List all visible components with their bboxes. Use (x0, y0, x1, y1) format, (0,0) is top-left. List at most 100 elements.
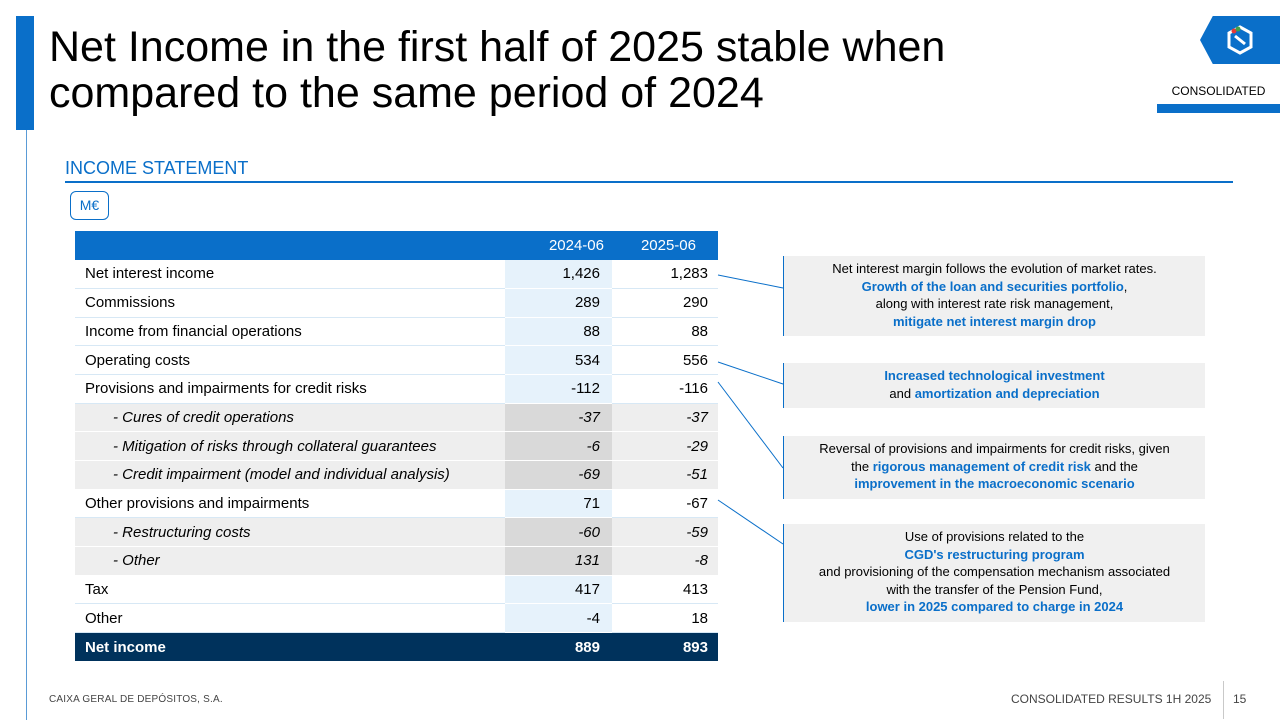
table-row: Operating costs 534 556 (75, 345, 718, 375)
note-highlight: improvement in the macroeconomic scenari… (854, 476, 1135, 491)
value-2025: 290 (612, 288, 718, 318)
value-2024: 1,426 (505, 259, 612, 289)
note-operating-costs: Increased technological investment and a… (783, 363, 1205, 408)
header-2024: 2024-06 (505, 231, 612, 260)
footer-company: CAIXA GERAL DE DEPÓSITOS, S.A. (49, 694, 223, 705)
note-text: with the transfer of the Pension Fund, (886, 581, 1103, 597)
note-credit-provisions: Reversal of provisions and impairments f… (783, 436, 1205, 499)
consolidated-tag: CONSOLIDATED (1171, 84, 1266, 98)
value-2025: 88 (612, 317, 718, 347)
value-2024: 131 (505, 546, 612, 576)
value-2024: 289 (505, 288, 612, 318)
note-highlight: rigorous management of credit risk (872, 458, 1091, 474)
value-2024: -69 (505, 460, 612, 490)
note-highlight: lower in 2025 compared to charge in 2024 (865, 599, 1124, 614)
value-2025: -116 (612, 374, 718, 404)
footer-report: CONSOLIDATED RESULTS 1H 2025 (1011, 692, 1212, 706)
row-label: Operating costs (75, 345, 505, 375)
company-logo (1200, 16, 1280, 64)
row-label: Net income (75, 632, 505, 662)
note-text: and the (1090, 458, 1138, 474)
value-2024: 71 (505, 489, 612, 519)
note-text: and (889, 385, 915, 401)
value-2025: 1,283 (612, 259, 718, 289)
table-row: Net interest income 1,426 1,283 (75, 259, 718, 289)
row-label: - Credit impairment (model and individua… (75, 460, 505, 490)
footer-separator (1223, 681, 1224, 719)
note-text: the (851, 458, 873, 474)
row-label: - Restructuring costs (75, 517, 505, 548)
value-2024: 88 (505, 317, 612, 347)
note-highlight: mitigate net interest margin drop (893, 313, 1096, 329)
value-2024: -37 (505, 403, 612, 433)
row-label: - Other (75, 546, 505, 576)
table-header-row: 2024-06 2025-06 (75, 231, 718, 260)
value-2025: -51 (612, 460, 718, 490)
table-row: Other provisions and impairments 71 -67 (75, 489, 718, 519)
table-row: Provisions and impairments for credit ri… (75, 374, 718, 404)
row-label: Net interest income (75, 259, 505, 289)
value-2025: -37 (612, 403, 718, 433)
connector-line (717, 499, 784, 545)
connector-line (717, 361, 784, 385)
table-subrow: - Cures of credit operations -37 -37 (75, 403, 718, 433)
connector-line (717, 381, 784, 469)
left-rule (26, 130, 27, 720)
note-text: Use of provisions related to the (904, 529, 1085, 544)
section-rule (65, 181, 1233, 183)
note-highlight: Growth of the loan and securities portfo… (861, 278, 1124, 294)
value-2024: -112 (505, 374, 612, 404)
row-label: - Cures of credit operations (75, 403, 505, 433)
value-2025: -29 (612, 431, 718, 461)
note-highlight: CGD's restructuring program (904, 546, 1085, 562)
note-text: Reversal of provisions and impairments f… (819, 441, 1170, 456)
row-label: Other provisions and impairments (75, 489, 505, 519)
logo-icon (1227, 25, 1253, 55)
page-title: Net Income in the first half of 2025 sta… (49, 23, 946, 117)
section-label: INCOME STATEMENT (65, 158, 249, 178)
title-accent-bar (16, 16, 34, 130)
value-2025: 556 (612, 345, 718, 375)
connector-line (717, 274, 784, 289)
value-2025: 18 (612, 603, 718, 634)
row-label: Tax (75, 575, 505, 605)
row-label: Other (75, 603, 505, 634)
value-2025: -59 (612, 517, 718, 548)
value-2024: 417 (505, 575, 612, 605)
note-text: Net interest margin follows the evolutio… (832, 261, 1157, 276)
unit-badge: M€ (70, 191, 109, 220)
value-2025: 413 (612, 575, 718, 605)
note-text: and provisioning of the compensation mec… (818, 564, 1171, 579)
note-text: Growth of the loan and securities portfo… (790, 278, 1199, 296)
note-text: and amortization and depreciation (790, 385, 1199, 403)
note-highlight: Increased technological investment (884, 368, 1105, 383)
page-number: 15 (1233, 692, 1247, 706)
note-other-provisions: Use of provisions related to the CGD's r… (783, 524, 1205, 622)
value-2024: 534 (505, 345, 612, 375)
note-text: the rigorous management of credit risk a… (790, 458, 1199, 476)
income-statement-table: 2024-06 2025-06 Net interest income 1,42… (75, 231, 718, 662)
row-label: Commissions (75, 288, 505, 318)
value-2025: -67 (612, 489, 718, 519)
row-label: Income from financial operations (75, 317, 505, 347)
value-2025: 893 (612, 632, 718, 662)
note-text: , (1123, 278, 1128, 294)
table-row: Commissions 289 290 (75, 288, 718, 318)
table-subrow: - Mitigation of risks through collateral… (75, 431, 718, 461)
header-2025: 2025-06 (612, 231, 718, 260)
table-row: Other -4 18 (75, 603, 718, 634)
table-row: Income from financial operations 88 88 (75, 317, 718, 347)
value-2025: -8 (612, 546, 718, 576)
header-label (75, 231, 505, 260)
table-subrow: - Restructuring costs -60 -59 (75, 517, 718, 548)
value-2024: 889 (505, 632, 612, 662)
row-label: Provisions and impairments for credit ri… (75, 374, 505, 404)
table-row: Tax 417 413 (75, 575, 718, 605)
value-2024: -60 (505, 517, 612, 548)
row-label: - Mitigation of risks through collateral… (75, 431, 505, 461)
note-net-interest-margin: Net interest margin follows the evolutio… (783, 256, 1205, 336)
consolidated-tag-bar (1157, 104, 1280, 113)
table-total-row: Net income 889 893 (75, 632, 718, 662)
note-highlight: amortization and depreciation (914, 385, 1100, 401)
